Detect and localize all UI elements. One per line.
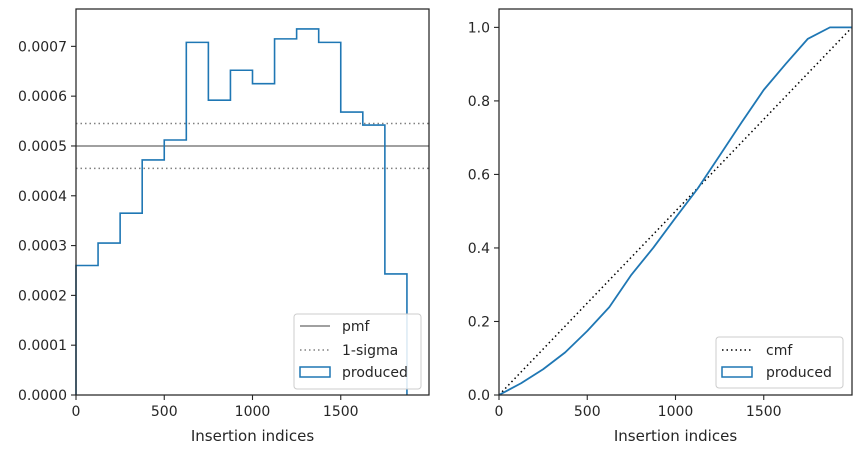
legend-produced-label-2: produced [766,365,832,381]
cmf-axes-frame [498,8,853,396]
x-tick-label: 1500 [323,404,359,420]
legend-pmf-label: pmf [342,319,371,335]
y-tick-label: 1.0 [468,20,490,36]
y-tick-label: 0.0003 [18,239,67,255]
y-tick-label: 0.2 [468,314,490,330]
y-tick-label: 0.0002 [18,288,67,304]
legend-produced-label: produced [342,365,408,381]
y-tick-label: 0.0007 [18,39,67,55]
cmf-x-axis-label: Insertion indices [614,427,737,445]
x-tick-label: 500 [151,404,178,420]
histogram-x-axis-label: Insertion indices [191,427,314,445]
legend-produced-swatch-2 [721,366,753,378]
x-tick-label: 1000 [658,404,694,420]
y-tick-label: 0.0006 [18,89,67,105]
y-tick-label: 0.0000 [18,388,67,404]
histogram-legend-box [293,313,422,390]
y-tick-label: 0.0001 [18,338,67,354]
y-tick-label: 0.0004 [18,189,67,205]
y-tick-label: 0.6 [468,167,490,183]
cmf-x-ticks: 0 500 1000 1500 [495,395,782,420]
legend-1-sigma-label: 1-sigma [342,343,398,359]
x-tick-label: 0 [495,404,504,420]
cmf-marks [498,26,853,396]
y-tick-label: 0.8 [468,94,490,110]
cmf-legend: cmf produced [715,336,844,389]
cmf-legend-box [715,336,844,389]
histogram-panel: 0 500 1000 1500 0.00000.00010.00020.00030.0… [18,8,430,445]
legend-cmf-label: cmf [766,343,793,359]
y-tick-label: 0.4 [468,241,490,257]
histogram-y-ticks: 0.0000 0.0001 0.0002 0.0003 0.0004 0.0005 0.00… [18,39,76,404]
legend-produced-swatch [299,366,331,378]
produced-cumulative-line [498,26,852,396]
histogram-axes-frame [75,8,430,396]
histogram-x-ticks: 0 500 1000 1500 [72,395,359,420]
x-tick-label: 500 [574,404,601,420]
histogram-marks [75,28,429,395]
cmf-panel: 0 500 1000 1500 0.0 0.2 0.4 0.6 0.8 1.0 Insertio… [468,8,853,445]
cmf-y-ticks: 0.0 0.2 0.4 0.6 0.8 1.0 [468,20,499,404]
x-tick-label: 1000 [235,404,271,420]
y-tick-label: 0.0005 [18,139,67,155]
y-tick-label: 0.0 [468,388,490,404]
x-tick-label: 0 [72,404,81,420]
histogram-legend: pmf 1-sigma produced [293,313,422,390]
histogram-step-outline [75,28,408,395]
x-tick-label: 1500 [746,404,782,420]
